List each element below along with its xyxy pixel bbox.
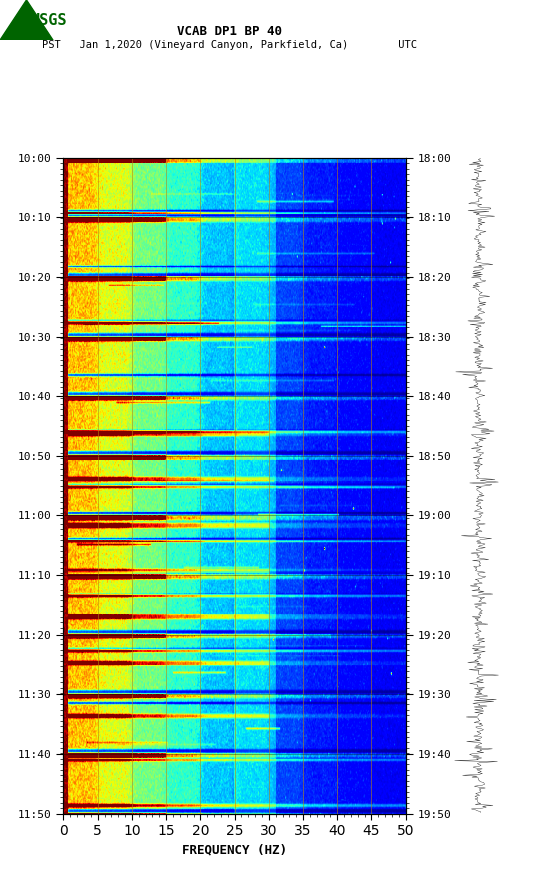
X-axis label: FREQUENCY (HZ): FREQUENCY (HZ) bbox=[182, 844, 287, 856]
Text: USGS: USGS bbox=[30, 12, 66, 28]
Polygon shape bbox=[0, 0, 53, 40]
Text: VCAB DP1 BP 40: VCAB DP1 BP 40 bbox=[177, 25, 282, 38]
Text: PST   Jan 1,2020 (Vineyard Canyon, Parkfield, Ca)        UTC: PST Jan 1,2020 (Vineyard Canyon, Parkfie… bbox=[41, 40, 417, 50]
